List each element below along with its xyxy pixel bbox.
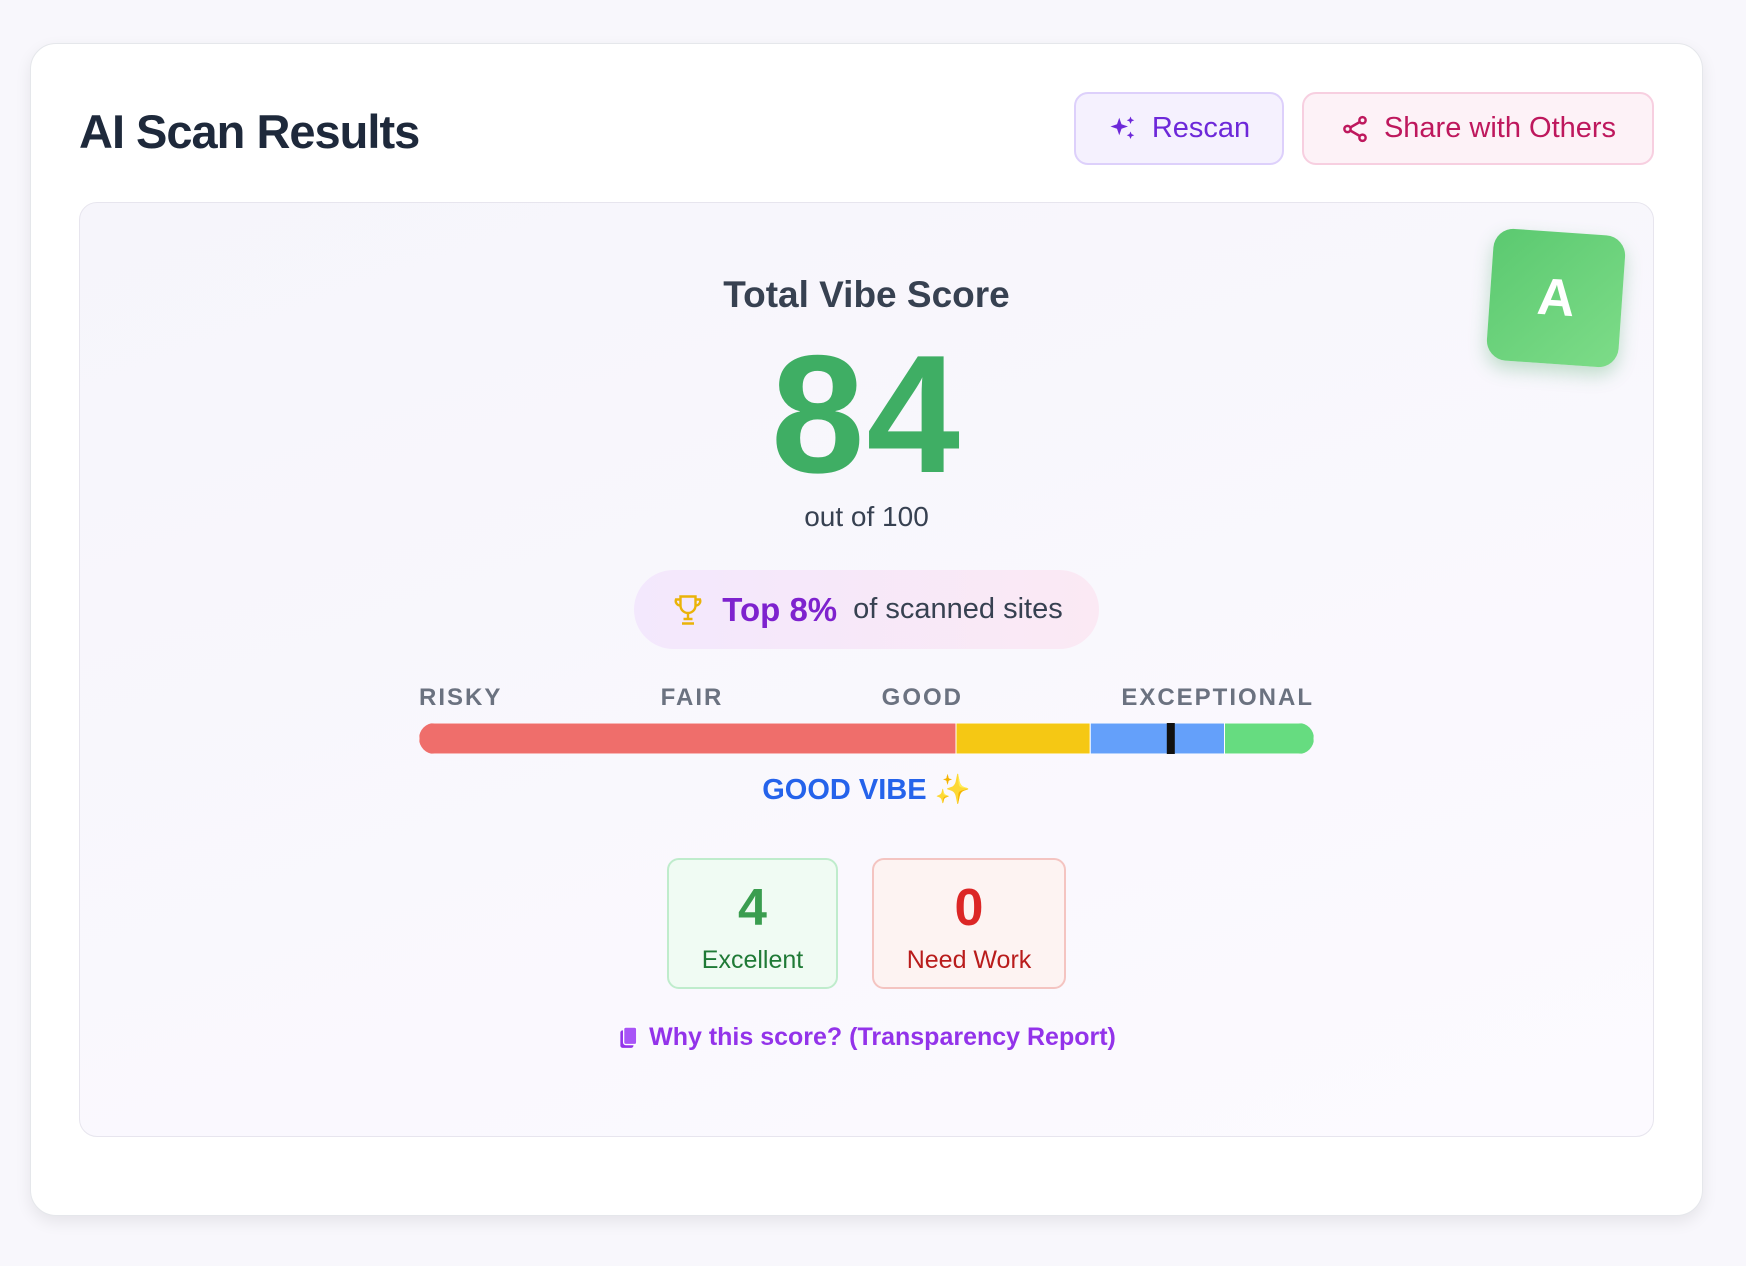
stat-label: Excellent <box>701 946 804 974</box>
scale-label: GOOD <box>881 684 963 711</box>
transparency-link[interactable]: Why this score? (Transparency Report) <box>79 1023 1654 1052</box>
bar-segment <box>955 723 1091 754</box>
score-marker <box>1166 723 1175 754</box>
sparkle-icon <box>1110 116 1135 139</box>
scale-label: RISKY <box>419 684 503 711</box>
stat-value: 0 <box>954 879 984 937</box>
share-icon <box>1343 115 1367 142</box>
stat-box: 0 Need Work <box>872 858 1066 989</box>
stat-label: Need Work <box>906 946 1032 974</box>
score-heading: Total Vibe Score <box>723 274 1010 315</box>
score-value: 84 <box>771 320 962 508</box>
page-title: AI Scan Results <box>79 105 420 158</box>
share-button[interactable]: Share with Others <box>1302 92 1654 165</box>
bar-segment <box>1224 723 1314 754</box>
scale-label: EXCEPTIONAL <box>1121 684 1314 711</box>
rank-highlight: Top 8% <box>722 590 838 628</box>
score-bar <box>419 723 1314 754</box>
score-panel <box>79 202 1654 1137</box>
score-max: out of 100 <box>804 501 929 532</box>
button-label: Rescan <box>1151 112 1251 144</box>
verdict: GOOD VIBE ✨ <box>762 774 971 806</box>
button-label: Share with Others <box>1383 112 1617 144</box>
rescan-button[interactable]: Rescan <box>1074 92 1284 165</box>
scale-labels: RISKY FAIR GOOD EXCEPTIONAL <box>419 684 1314 712</box>
scale-label: FAIR <box>660 684 724 711</box>
bar-segment <box>1089 723 1225 754</box>
clipboard-icon <box>620 1025 638 1048</box>
trophy-icon <box>674 594 702 625</box>
rank-text: of scanned sites <box>853 593 1063 625</box>
rank-pill: Top 8% of scanned sites <box>634 570 1099 649</box>
stat-box: 4 Excellent <box>667 858 838 989</box>
stat-value: 4 <box>738 879 767 937</box>
bar-segment <box>419 723 957 754</box>
link-text: Why this score? (Transparency Report) <box>649 1023 1116 1051</box>
